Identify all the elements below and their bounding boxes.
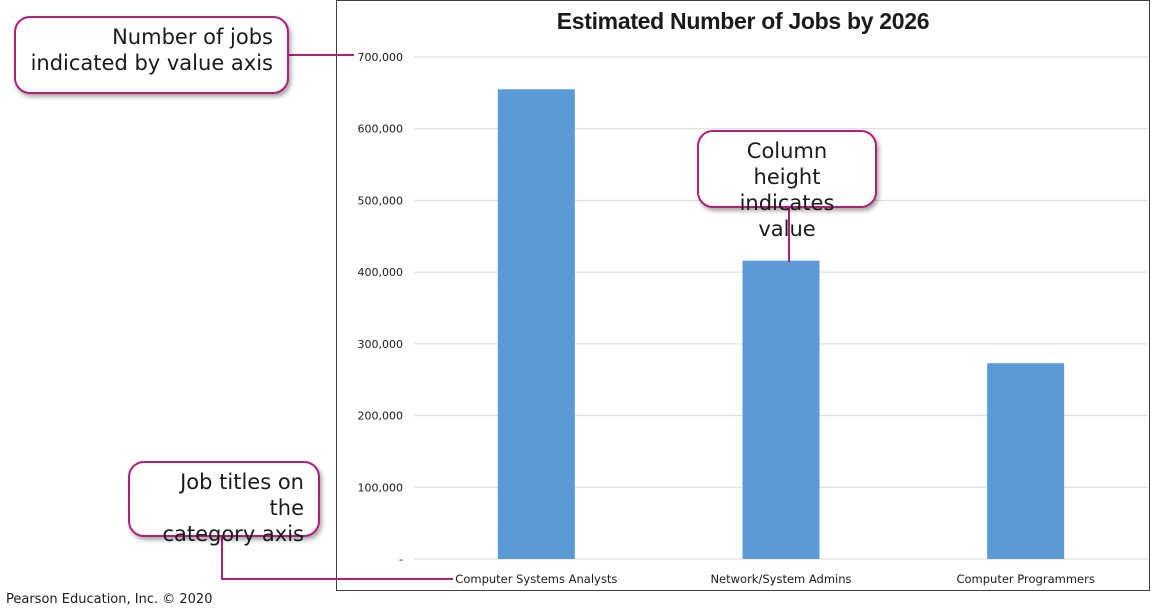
bar bbox=[497, 89, 575, 560]
y-tick-label: - bbox=[399, 553, 403, 566]
callout-value-axis-line-2: indicated by value axis bbox=[30, 51, 273, 75]
callout-column-height-line-2: indicates value bbox=[739, 191, 835, 241]
chart-title: Estimated Number of Jobs by 2026 bbox=[556, 8, 930, 34]
callout-value-axis-line-1: Number of jobs bbox=[112, 25, 273, 49]
callout-category-axis-line-1: Job titles on the bbox=[180, 470, 304, 520]
y-tick-label: 600,000 bbox=[358, 123, 404, 136]
y-tick-label: 100,000 bbox=[358, 481, 404, 494]
y-tick-label: 700,000 bbox=[358, 51, 404, 64]
callout-category-axis: Job titles on the category axis bbox=[128, 461, 320, 546]
callout-category-axis-line-2: category axis bbox=[162, 522, 304, 546]
callout-column-height: Column height indicates value bbox=[697, 130, 877, 241]
bar bbox=[987, 363, 1065, 559]
callout-connector-category-axis bbox=[221, 537, 453, 580]
y-tick-label: 300,000 bbox=[358, 338, 404, 351]
x-tick-label: Network/System Admins bbox=[710, 572, 851, 586]
bar bbox=[742, 260, 820, 559]
callout-value-axis: Number of jobs indicated by value axis bbox=[14, 16, 289, 94]
x-tick-label: Computer Systems Analysts bbox=[455, 572, 617, 586]
callout-column-height-line-1: Column height bbox=[746, 139, 828, 189]
x-tick-label: Computer Programmers bbox=[956, 572, 1094, 586]
y-tick-label: 400,000 bbox=[358, 266, 404, 279]
y-tick-label: 200,000 bbox=[358, 410, 404, 423]
copyright-credit: Pearson Education, Inc. © 2020 bbox=[6, 592, 213, 607]
y-tick-label: 500,000 bbox=[358, 194, 404, 207]
